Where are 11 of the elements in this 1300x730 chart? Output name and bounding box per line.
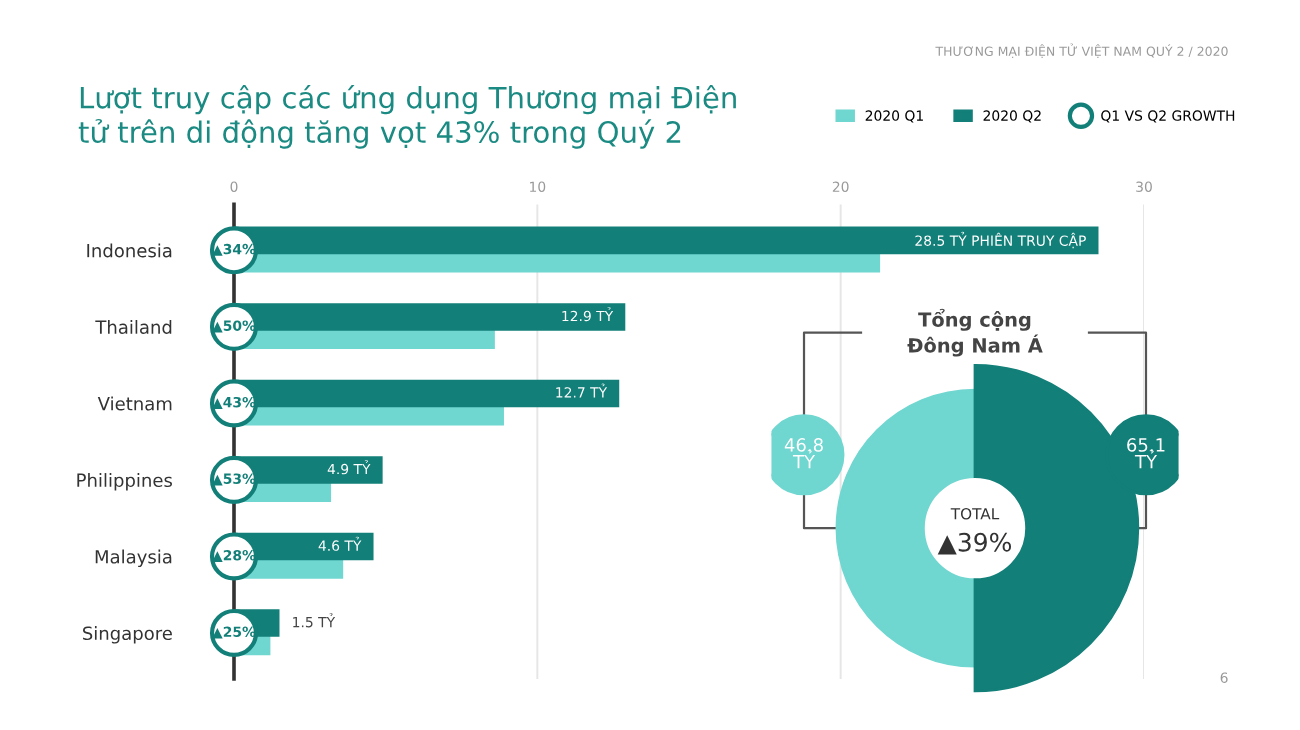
text: Tổng cộng Đông Nam Á [907, 308, 1043, 357]
annotation: ▲39% [937, 532, 1012, 555]
category-label: Singapore [82, 626, 172, 644]
category-label: Philippines [77, 473, 173, 491]
chart-title: Lượt truy cập các ứng dụng Thương mại Điện tử trên di động tăng vọt 43% trong Quý 2 [78, 84, 736, 149]
category-label: Vietnam [97, 396, 172, 411]
data-label: 46.8 TỶ [784, 438, 823, 469]
category-label: Malaysia [95, 549, 172, 568]
category-label: Indonesia [87, 243, 172, 258]
category-label: Thailand [95, 319, 172, 334]
data-label: 65.1 TỶ [1127, 438, 1165, 469]
